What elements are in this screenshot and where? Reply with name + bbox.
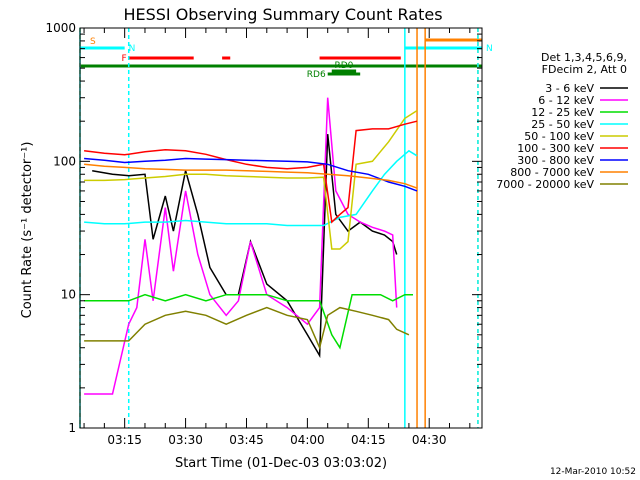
series-line-3-6-kev (92, 134, 398, 359)
state-label-f: F (122, 54, 127, 64)
series-line-100-300-kev (84, 120, 418, 224)
legend-label-12-25-kev: 12 - 25 keV (531, 106, 594, 119)
x-tick-label: 04:15 (351, 433, 386, 447)
y-axis: 1 10 100 1000 (45, 21, 482, 435)
legend-header-line: Det 1,3,4,5,6,9, (541, 51, 627, 64)
x-tick-label: 03:45 (229, 433, 264, 447)
state-label-rd6: RD6 (307, 70, 326, 80)
legend-label-3-6-kev: 3 - 6 keV (545, 82, 594, 95)
legend-label-25-50-kev: 25 - 50 keV (531, 118, 594, 131)
series-line-6-12-kev (84, 97, 398, 395)
footer-timestamp: 12-Mar-2010 10:52 (550, 467, 636, 477)
x-tick-label: 04:00 (290, 433, 325, 447)
state-label-s: S (90, 37, 96, 47)
series-line-300-800-kev (84, 157, 418, 192)
legend: Det 1,3,4,5,6,9,FDecim 2, Att 0 3 - 6 keV… (496, 51, 628, 191)
state-label-n: N (486, 44, 493, 54)
state-label-n: N (129, 44, 136, 54)
legend-label-100-300-kev: 100 - 300 keV (517, 142, 594, 155)
legend-label-800-7000-kev: 800 - 7000 keV (510, 166, 594, 179)
legend-label-6-12-kev: 6 - 12 keV (538, 94, 594, 107)
legend-label-300-800-kev: 300 - 800 keV (517, 154, 594, 167)
x-tick-label: 03:15 (107, 433, 142, 447)
vertical-markers (79, 28, 479, 428)
y-tick-label: 10 (61, 288, 76, 302)
legend-label-50-100-kev: 50 - 100 keV (524, 130, 594, 143)
plot-frame (79, 27, 483, 429)
y-tick-label: 1000 (45, 21, 76, 35)
legend-header-line: FDecim 2, Att 0 (542, 63, 627, 76)
chart-title: HESSI Observing Summary Count Rates (123, 5, 442, 24)
state-label-rd0: RD0 (334, 61, 353, 71)
legend-label-7000-20000-kev: 7000 - 20000 keV (496, 178, 594, 191)
series-line-800-7000-kev (84, 163, 418, 189)
series-lines (84, 97, 418, 395)
series-line-7000-20000-kev (84, 306, 410, 351)
series-line-12-25-kev (84, 293, 413, 350)
y-tick-label: 100 (53, 154, 76, 168)
x-tick-label: 03:30 (168, 433, 203, 447)
x-tick-label: 04:30 (412, 433, 447, 447)
y-tick-label: 1 (68, 421, 76, 435)
series-line-25-50-kev (84, 149, 418, 227)
y-axis-label: Count Rate (s⁻¹ detector⁻¹) (20, 142, 35, 319)
x-axis-label: Start Time (01-Dec-03 03:03:02) (175, 456, 387, 471)
series-line-50-100-kev (84, 109, 418, 250)
x-axis: 03:15 03:30 03:45 04:00 04:15 04:30 (83, 28, 471, 447)
